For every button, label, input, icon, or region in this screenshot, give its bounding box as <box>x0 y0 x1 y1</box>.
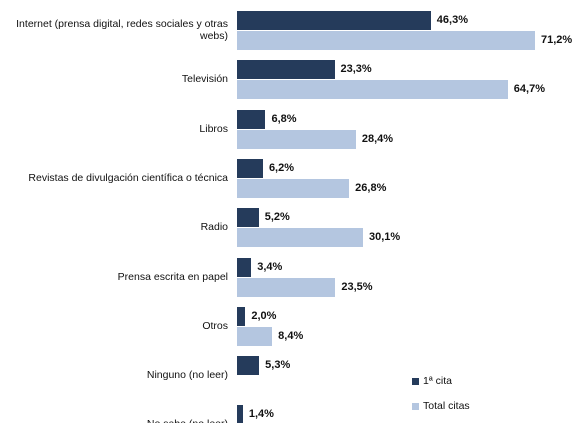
bar <box>237 60 335 80</box>
value-label: 28,4% <box>361 132 394 145</box>
value-label: 64,7% <box>513 83 545 96</box>
category-label: Revistas de divulgación científica o téc… <box>28 171 228 184</box>
value-label: 2,0% <box>251 309 277 322</box>
category-label: Televisión <box>181 73 228 86</box>
legend-label: Total citas <box>423 400 470 412</box>
category-label: Radio <box>200 221 228 234</box>
bar <box>237 405 243 423</box>
legend-swatch <box>412 378 419 385</box>
bar <box>237 277 336 297</box>
category-label: Libros <box>199 122 228 135</box>
value-label: 6,2% <box>268 161 295 174</box>
value-label: 23,5% <box>341 280 373 293</box>
bar <box>237 109 266 129</box>
bar <box>237 257 252 277</box>
value-label: 5,2% <box>264 211 290 224</box>
bar <box>237 80 508 100</box>
bar <box>237 356 260 376</box>
legend-label: 1ª cita <box>423 375 452 387</box>
value-label: 71,2% <box>541 34 573 46</box>
category-label: Ninguno (no leer) <box>146 369 228 382</box>
value-label: 8,4% <box>278 329 304 342</box>
bar <box>237 11 431 30</box>
category-label: Prensa escrita en papel <box>117 270 228 283</box>
category-label: No sabe (no leer) <box>0 418 228 423</box>
value-label: 6,8% <box>271 112 297 125</box>
category-label: Internet (prensa digital, redes sociales… <box>16 18 228 42</box>
legend-swatch <box>412 403 419 410</box>
value-label: 1,4% <box>248 408 274 421</box>
category-label: Otros <box>202 319 228 332</box>
value-label: 30,1% <box>368 231 401 244</box>
bar <box>237 129 356 149</box>
bar <box>237 208 259 228</box>
value-label: 5,3% <box>265 359 291 372</box>
bar <box>237 326 273 346</box>
bar <box>237 178 350 198</box>
value-label: 46,3% <box>436 14 468 26</box>
bar <box>237 31 535 50</box>
bar <box>237 306 246 326</box>
bar <box>237 158 263 178</box>
value-label: 23,3% <box>340 63 372 76</box>
bar <box>237 228 363 248</box>
value-label: 3,4% <box>257 260 283 273</box>
value-label: 26,8% <box>355 181 387 194</box>
